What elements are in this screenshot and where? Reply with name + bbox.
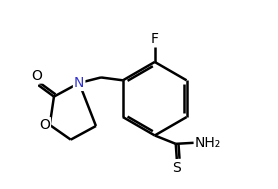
Text: O: O bbox=[39, 118, 50, 132]
Text: N: N bbox=[74, 76, 84, 90]
Text: NH₂: NH₂ bbox=[195, 136, 221, 150]
Text: S: S bbox=[172, 161, 181, 175]
Text: O: O bbox=[32, 69, 43, 83]
Text: F: F bbox=[151, 32, 159, 46]
